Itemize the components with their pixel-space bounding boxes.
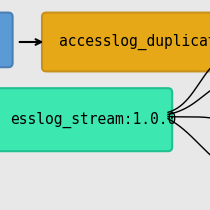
Text: accesslog_duplicat: accesslog_duplicat [59, 34, 210, 50]
Text: esslog_stream:1.0.0: esslog_stream:1.0.0 [10, 112, 177, 128]
FancyBboxPatch shape [0, 13, 13, 67]
FancyBboxPatch shape [42, 13, 210, 71]
FancyBboxPatch shape [0, 88, 172, 151]
